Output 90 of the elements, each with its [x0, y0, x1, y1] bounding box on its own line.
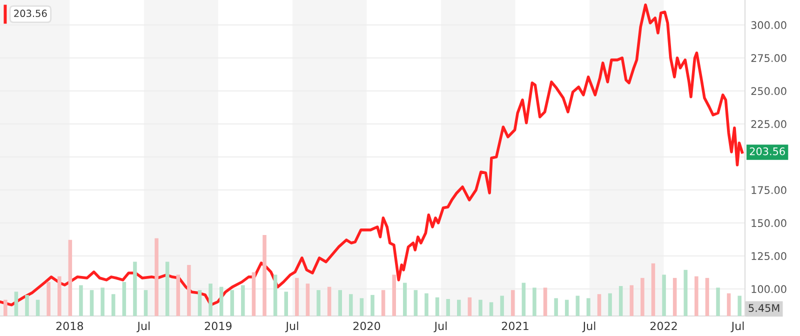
bar — [219, 286, 224, 316]
bar — [100, 288, 104, 316]
bar — [295, 278, 299, 316]
bar — [176, 274, 180, 316]
bar — [144, 290, 148, 316]
bar — [392, 274, 396, 316]
x-tick-label: 2022 — [650, 322, 677, 330]
y-tick-label: 100.00 — [752, 285, 786, 294]
bar — [230, 290, 234, 316]
y-tick-label: 150.00 — [752, 219, 786, 228]
bar — [14, 292, 18, 316]
bar — [705, 278, 710, 316]
bar — [349, 294, 353, 316]
bar — [672, 278, 677, 316]
annotation: 203.56 — [750, 147, 785, 156]
x-tick-label: 2018 — [56, 322, 84, 330]
bar — [468, 297, 472, 316]
bar — [456, 300, 461, 316]
bar — [273, 274, 278, 316]
bar — [165, 262, 170, 316]
bar — [500, 296, 504, 316]
bar — [446, 298, 450, 316]
x-tick-label: 2020 — [353, 322, 380, 330]
bar — [338, 290, 342, 316]
bar — [79, 285, 83, 316]
bar — [522, 282, 526, 316]
bar — [618, 286, 623, 316]
x-tick-label: Jul — [582, 322, 596, 332]
bar — [90, 290, 94, 316]
text: 5.45M — [748, 304, 780, 312]
bar — [381, 290, 386, 316]
bar — [554, 298, 558, 316]
bar — [684, 270, 688, 316]
bar — [111, 294, 116, 316]
bar — [726, 293, 731, 316]
annotation: 203.56 — [14, 10, 47, 18]
bar — [133, 262, 137, 316]
bar — [630, 285, 634, 316]
bar — [478, 300, 482, 316]
bar — [489, 302, 494, 316]
bar — [241, 285, 245, 316]
bar — [414, 290, 418, 316]
bar — [36, 300, 40, 316]
bar — [403, 282, 407, 316]
y-tick-label: 275.00 — [751, 54, 786, 62]
bar — [68, 240, 72, 316]
bar — [122, 282, 126, 316]
bar — [370, 294, 374, 316]
x-tick-label: 2019 — [204, 322, 232, 330]
y-tick-label: 250.00 — [751, 87, 786, 96]
bar — [306, 284, 310, 316]
bar — [46, 282, 50, 316]
bar — [651, 263, 656, 316]
bar — [543, 288, 548, 316]
x-tick-label: Jul — [730, 322, 744, 332]
bar — [662, 274, 666, 316]
bar — [327, 286, 332, 316]
bar — [564, 300, 569, 316]
bar — [608, 293, 612, 316]
bar — [284, 292, 288, 316]
bar — [597, 294, 602, 316]
x-tick-label: Jul — [434, 322, 447, 332]
x-tick-label: Jul — [285, 322, 298, 332]
bar — [252, 272, 256, 316]
bar — [424, 293, 428, 316]
bar — [532, 288, 536, 316]
bar — [510, 290, 515, 316]
bar — [198, 290, 202, 316]
x-tick-label: Jul — [136, 322, 150, 332]
bar — [435, 297, 440, 316]
x-tick-label: 2021 — [502, 322, 528, 330]
bar — [25, 294, 29, 316]
y-tick-label: 125.00 — [752, 252, 786, 260]
bar — [586, 298, 590, 316]
bar — [360, 298, 364, 316]
bar — [576, 296, 580, 316]
y-tick-label: 175.00 — [752, 186, 786, 194]
bar — [738, 296, 742, 316]
bar — [640, 278, 644, 316]
y-tick-label: 225.00 — [751, 120, 786, 128]
bar — [716, 288, 720, 316]
bar — [694, 276, 698, 316]
bar — [208, 284, 212, 316]
bar — [262, 235, 266, 316]
y-tick-label: 300.00 — [751, 21, 786, 30]
bar — [57, 276, 62, 316]
bar — [316, 290, 320, 316]
bar — [187, 264, 191, 316]
bar — [4, 300, 8, 316]
bar — [154, 238, 158, 316]
